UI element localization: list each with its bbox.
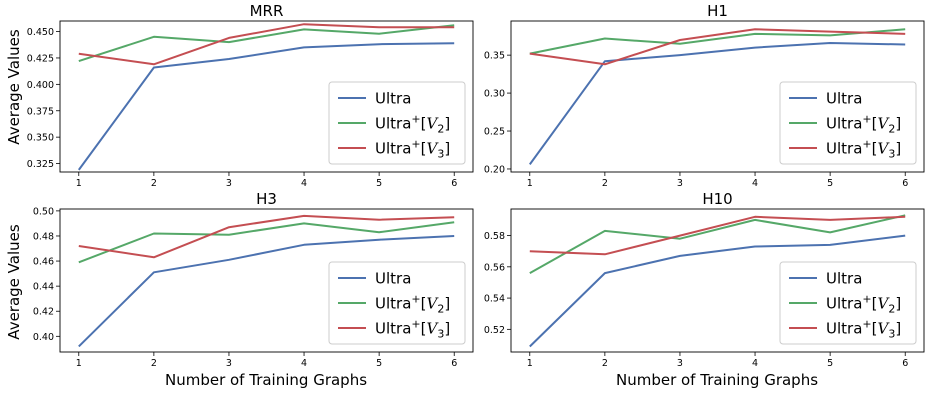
h1-legend-label-ultra-v2: Ultra+[V2] [826,113,901,136]
mrr-legend-label-ultra-v2: Ultra+[V2] [375,113,450,136]
h3-axes-frame [59,208,474,353]
h1-title: H1 [707,2,728,20]
h3-xtick-label: 4 [301,358,307,369]
h10-xtick-label: 2 [602,358,608,369]
h1-xtick-label: 4 [752,178,758,189]
h3-xtick-label: 2 [151,358,157,369]
mrr-ytick-label: 0.350 [27,133,54,144]
chart-panel-h10: H10 0.52 0.54 0.56 0.58 1 2 3 4 5 6 Ultra Ultra+[V2]… [484,190,925,369]
h1-axes-frame [510,20,925,173]
mrr-axes-frame [59,20,474,173]
h3-ytick-label: 0.50 [33,206,54,217]
mrr-series-ultra-v2 [78,24,455,63]
h10-xtick-label: 4 [752,358,758,369]
h10-series-ultra-v2 [529,214,906,274]
h10-ytick-label: 0.56 [484,262,505,273]
mrr-xtick-label: 1 [76,178,82,189]
mrr-xtick-label: 5 [376,178,382,189]
chart-panel-mrr: MRR 0.325 0.350 0.375 0.400 0.425 0.450 1 2 3 4 5 6 U… [27,2,474,189]
h1-ytick-label: 0.25 [484,127,505,138]
mrr-xtick-label: 6 [451,178,457,189]
mrr-ytick-label: 0.425 [27,53,54,64]
mrr-ytick-label: 0.400 [27,80,54,91]
mrr-xtick-label: 4 [301,178,307,189]
h10-series-ultra [529,234,906,348]
h3-series-ultra-v3 [78,214,455,259]
mrr-series-ultra-v3 [78,23,455,66]
mrr-xtick-label: 3 [226,178,232,189]
h1-xtick-label: 5 [827,178,833,189]
h1-xtick-label: 3 [677,178,683,189]
h10-series-ultra-v3 [529,215,906,256]
h3-series-ultra-v2 [78,221,455,264]
h10-title: H10 [702,190,732,208]
h3-legend-label-ultra: Ultra [375,270,411,288]
h3-title: H3 [256,190,277,208]
h1-series-ultra-v2 [529,28,906,55]
y-axis-label-top: Average Values [5,29,23,145]
h10-ytick-label: 0.58 [484,231,505,242]
h3-legend-label-ultra-v2: Ultra+[V2] [375,293,450,316]
x-axis-label-right: Number of Training Graphs [616,371,818,389]
h3-ytick-label: 0.42 [33,307,54,318]
h3-xtick-label: 6 [451,358,457,369]
h1-xtick-label: 1 [527,178,533,189]
h1-ytick-label: 0.20 [484,164,505,175]
h10-xtick-label: 5 [827,358,833,369]
h3-xtick-label: 3 [226,358,232,369]
h1-legend-label-ultra: Ultra [826,90,862,108]
mrr-ytick-label: 0.375 [27,106,54,117]
h10-legend-label-ultra-v3: Ultra+[V3] [826,318,901,341]
mrr-xtick-label: 2 [151,178,157,189]
h10-ytick-label: 0.52 [484,325,505,336]
h10-legend-label-ultra-v2: Ultra+[V2] [826,293,901,316]
h1-series-ultra-v3 [529,28,906,66]
h3-xtick-label: 1 [76,358,82,369]
mrr-ytick-label: 0.325 [27,159,54,170]
y-axis-label-bottom: Average Values [5,224,23,340]
mrr-series-ultra [77,42,455,171]
mrr-title: MRR [250,2,284,20]
h1-xtick-label: 6 [902,178,908,189]
mrr-legend-label-ultra-v3: Ultra+[V3] [375,138,450,161]
h10-axes-frame [510,208,925,353]
h10-legend-box [779,261,917,345]
h10-xtick-label: 6 [902,358,908,369]
h3-ytick-label: 0.44 [33,282,54,293]
h1-ytick-label: 0.35 [484,51,505,62]
h10-xtick-label: 3 [677,358,683,369]
h10-ytick-label: 0.54 [484,294,505,305]
h3-legend-label-ultra-v3: Ultra+[V3] [375,318,450,341]
h10-xtick-label: 1 [527,358,533,369]
mrr-legend-box [328,81,466,165]
h3-legend-box [328,261,466,345]
h1-legend-box [779,81,917,165]
h1-xtick-label: 2 [602,178,608,189]
h1-series-ultra [528,42,906,165]
h3-ytick-label: 0.46 [33,257,54,268]
h3-ytick-label: 0.40 [33,332,54,343]
mrr-legend-label-ultra: Ultra [375,90,411,108]
chart-panel-h1: H1 0.20 0.25 0.30 0.35 1 2 3 4 5 6 Ultra Ultra+[V2]U… [484,2,925,189]
mrr-ytick-label: 0.450 [27,27,54,38]
h3-xtick-label: 5 [376,358,382,369]
h1-legend-label-ultra-v3: Ultra+[V3] [826,138,901,161]
h3-ytick-label: 0.48 [33,231,54,242]
chart-panel-h3: H3 0.40 0.42 0.44 0.46 0.48 0.50 1 2 3 4 5 6 Ultra Ult… [33,190,474,369]
x-axis-label-left: Number of Training Graphs [165,371,367,389]
h3-series-ultra [78,235,455,348]
h1-ytick-label: 0.30 [484,89,505,100]
h10-legend-label-ultra: Ultra [826,270,862,288]
